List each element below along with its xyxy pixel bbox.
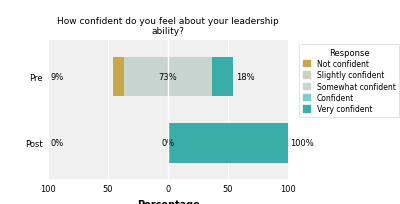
Text: 9%: 9% bbox=[50, 73, 64, 82]
Text: 0%: 0% bbox=[161, 139, 175, 148]
X-axis label: Percentage: Percentage bbox=[137, 199, 199, 204]
Text: 73%: 73% bbox=[159, 73, 177, 82]
Bar bbox=[212, 57, 234, 97]
Bar bbox=[114, 57, 124, 97]
Text: 18%: 18% bbox=[236, 73, 254, 82]
Bar bbox=[124, 57, 168, 97]
Bar bbox=[168, 57, 212, 97]
Text: 0%: 0% bbox=[50, 139, 64, 148]
Bar bbox=[168, 123, 288, 163]
Text: How confident do you feel about your leadership
ability?: How confident do you feel about your lea… bbox=[57, 17, 279, 36]
Text: 100%: 100% bbox=[290, 139, 314, 148]
Legend: Not confident, Slightly confident, Somewhat confident, Confident, Very confident: Not confident, Slightly confident, Somew… bbox=[299, 45, 399, 117]
